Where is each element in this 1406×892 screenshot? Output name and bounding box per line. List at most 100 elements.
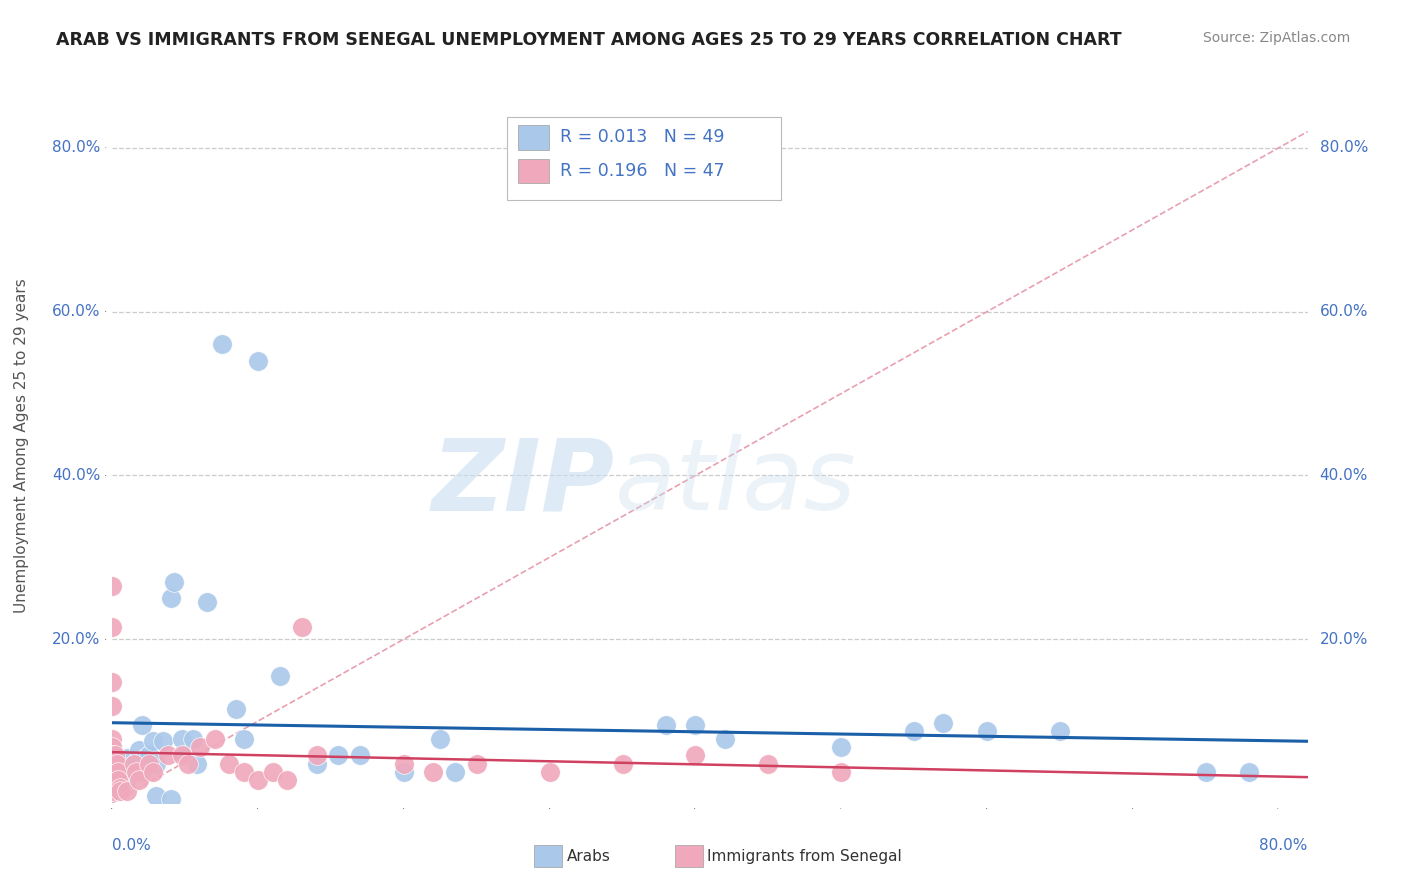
Point [105,756,128,771]
Point [830,740,852,755]
Text: 80.0%: 80.0% [52,140,101,155]
Point [101,748,124,763]
Point [713,731,735,746]
Point [177,756,200,771]
Point [211,337,233,351]
Point [104,748,127,763]
Text: Source: ZipAtlas.com: Source: ZipAtlas.com [1202,31,1350,45]
Point [186,756,208,771]
Point [655,718,678,732]
Text: 60.0%: 60.0% [52,304,101,319]
Point [101,780,124,794]
Point [247,353,270,368]
Point [685,748,707,763]
Point [159,591,181,606]
Point [101,775,124,789]
Point [444,764,467,779]
Point [174,748,197,763]
Point [392,764,415,779]
Text: atlas: atlas [614,434,856,532]
Point [204,731,226,746]
Point [181,731,204,746]
Point [156,748,179,763]
Text: Immigrants from Senegal: Immigrants from Senegal [707,849,903,863]
Point [134,751,156,765]
Point [465,756,488,771]
Point [101,731,124,746]
Point [305,748,328,763]
Point [247,772,270,787]
Text: 80.0%: 80.0% [1319,140,1368,155]
Text: 20.0%: 20.0% [52,632,101,647]
Point [108,759,131,773]
Point [128,742,150,756]
Point [188,740,211,755]
Point [101,579,124,593]
Point [101,767,124,781]
Point [101,674,124,689]
Point [1194,764,1216,779]
Point [328,748,350,763]
Point [685,718,707,732]
Point [976,723,998,738]
Point [232,731,254,746]
Point [124,756,146,771]
Text: R = 0.196   N = 47: R = 0.196 N = 47 [561,162,725,180]
Point [830,764,852,779]
Point [903,723,925,738]
Point [101,767,124,781]
Point [101,699,124,714]
Text: 80.0%: 80.0% [1260,838,1308,853]
Point [107,772,129,787]
Point [429,731,451,746]
Point [107,764,129,779]
Text: Unemployment Among Ages 25 to 29 years: Unemployment Among Ages 25 to 29 years [14,278,28,614]
Point [142,734,165,748]
Point [101,739,124,753]
Point [349,748,371,763]
Text: ARAB VS IMMIGRANTS FROM SENEGAL UNEMPLOYMENT AMONG AGES 25 TO 29 YEARS CORRELATI: ARAB VS IMMIGRANTS FROM SENEGAL UNEMPLOY… [56,31,1122,49]
Text: 40.0%: 40.0% [1319,468,1368,483]
Text: 60.0%: 60.0% [1319,304,1368,319]
Point [276,772,298,787]
Point [145,789,167,804]
Point [152,734,174,748]
Point [101,756,124,771]
Point [612,756,634,771]
Point [101,783,124,797]
Point [172,748,194,763]
Point [101,775,124,789]
Point [101,740,124,755]
Point [159,791,181,805]
Point [232,764,254,779]
Text: ZIP: ZIP [432,434,614,532]
Point [115,751,138,765]
Text: 0.0%: 0.0% [112,838,152,853]
Point [115,772,138,787]
Point [392,756,415,771]
Text: 20.0%: 20.0% [1319,632,1368,647]
Text: Arabs: Arabs [567,849,610,863]
Point [101,780,124,795]
Point [124,756,146,771]
Point [131,718,153,732]
Point [932,715,955,730]
Point [125,764,148,779]
Point [291,620,314,634]
Point [305,756,328,771]
Point [108,780,131,795]
Point [195,595,218,609]
Point [101,620,124,634]
Text: 40.0%: 40.0% [52,468,101,483]
Point [1049,723,1071,738]
Point [145,756,167,771]
Point [115,783,138,797]
Point [142,764,165,779]
Point [101,759,124,773]
Point [101,764,124,779]
Point [138,756,160,771]
Point [262,764,284,779]
Point [225,701,247,715]
Point [172,731,194,746]
Point [131,764,153,779]
